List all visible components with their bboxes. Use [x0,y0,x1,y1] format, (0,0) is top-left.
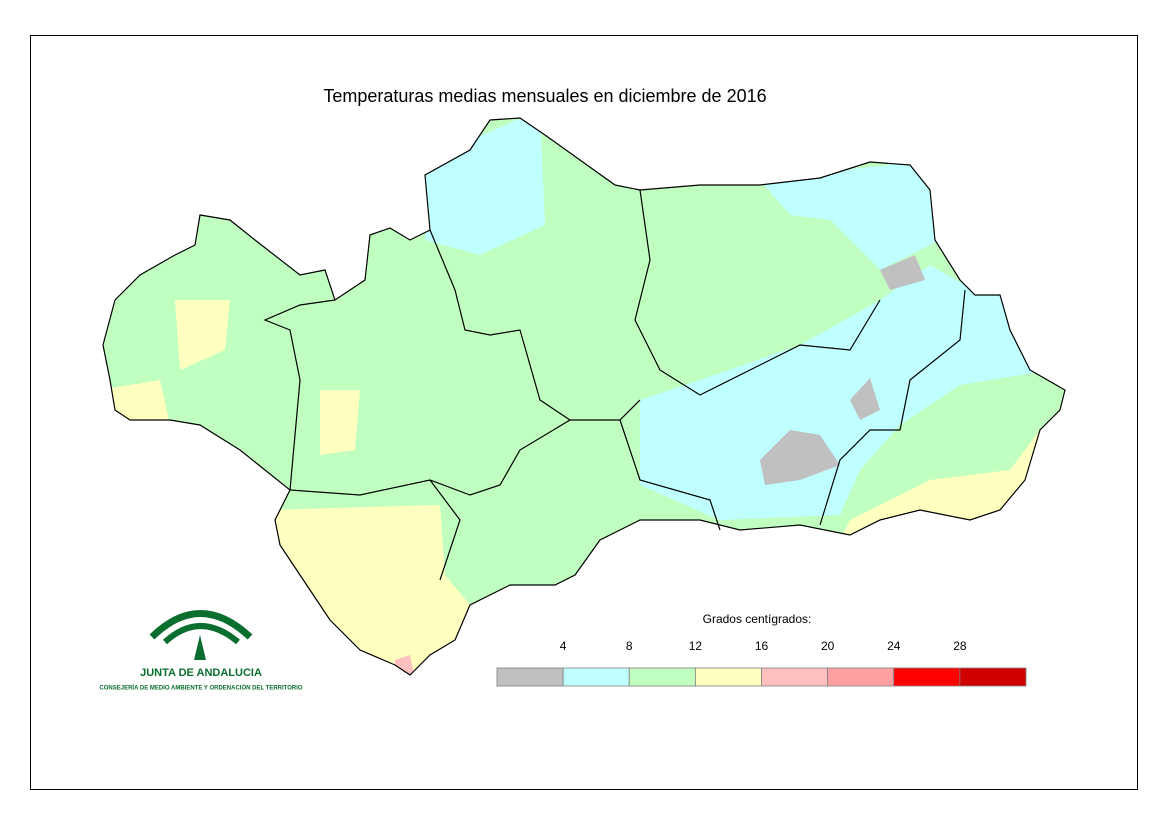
border [429,229,641,421]
legend-tick-label: 8 [626,639,633,653]
frame [30,35,1138,790]
logo: JUNTA DE ANDALUCIA CONSEJERÍA DE MEDIO A… [99,610,303,692]
border [619,419,721,531]
zone-8 [425,118,545,255]
legend-swatch [893,667,961,687]
zone-4 [880,255,925,290]
zone-8 [760,160,940,270]
zone-16 [103,380,170,430]
legend-swatch [827,667,895,687]
zone-8 [640,265,1040,520]
zone-4 [760,430,840,485]
map-title: Temperaturas medias mensuales en diciemb… [323,86,766,106]
logo-arc [162,623,240,645]
legend-tick-label: 20 [821,639,835,653]
legend-swatch [959,667,1027,687]
legend-tick-label: 24 [887,639,901,653]
legend: 4 8 12 16 20 24 28 [496,639,1027,687]
logo-arch [194,635,206,660]
legend-tick-label: 4 [560,639,567,653]
border [289,419,571,496]
legend-tick-label: 28 [953,639,967,653]
border [634,189,881,396]
map [103,118,1065,675]
legend-tick-label: 16 [755,639,769,653]
logo-name: JUNTA DE ANDALUCIA [140,667,262,679]
legend-title: Grados centígrados: [703,612,812,626]
legend-tick-label: 12 [689,639,703,653]
zone-16 [260,505,470,675]
border [263,299,336,491]
legend-swatch [496,667,564,687]
zone-12 [103,118,1065,675]
zone-16 [175,300,230,370]
zone-4 [850,378,880,420]
border [819,289,966,526]
border [429,479,461,581]
legend-swatch [694,667,762,687]
legend-swatch [562,667,630,687]
province-borders [102,117,1066,676]
legend-swatch [628,667,696,687]
logo-arc [149,610,253,640]
legend-swatch [761,667,829,687]
logo-subtitle: CONSEJERÍA DE MEDIO AMBIENTE Y ORDENACIÓ… [99,684,302,692]
zone-16 [320,390,360,455]
